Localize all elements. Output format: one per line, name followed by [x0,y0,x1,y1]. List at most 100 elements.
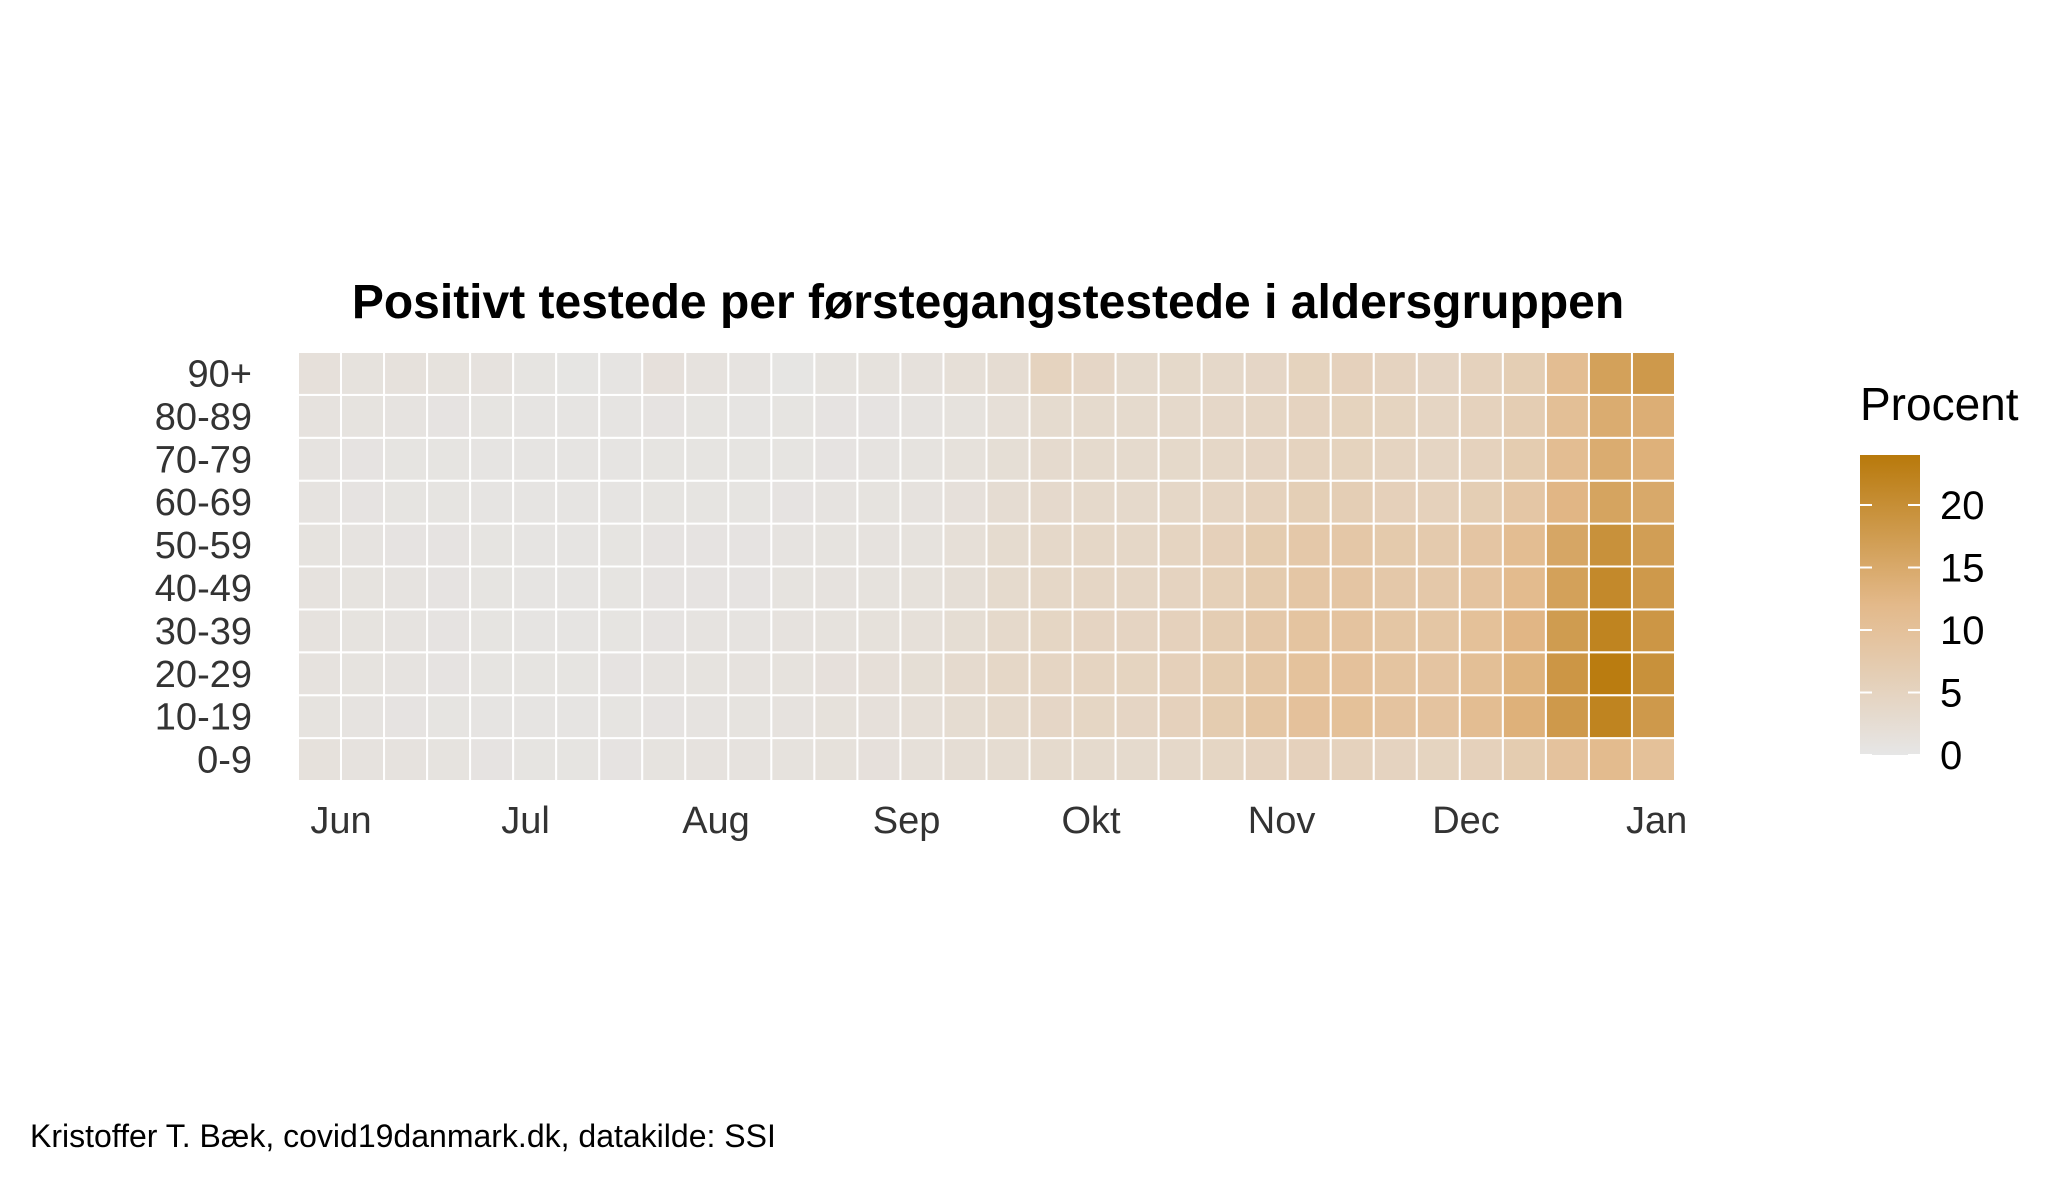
heatmap-cell [641,651,687,697]
heatmap-cell [1243,522,1289,568]
heatmap-cell [1415,737,1461,782]
heatmap-cell [856,479,902,525]
heatmap-cell [555,694,601,740]
heatmap-cell [1630,351,1676,396]
x-tick-label: Jun [310,800,371,842]
heatmap-cell [1071,436,1117,482]
legend-tick-label: 15 [1940,547,1985,591]
heatmap-cell [1114,436,1160,482]
heatmap-cell [1501,393,1547,439]
heatmap-cell [1286,351,1332,396]
heatmap-cell [1415,393,1461,439]
heatmap-cell [1028,351,1074,396]
heatmap-cell [469,436,515,482]
heatmap-cell [727,651,773,697]
heatmap-cell [555,651,601,697]
heatmap-cell [1028,608,1074,654]
heatmap-cell [899,479,945,525]
heatmap-cell [1114,522,1160,568]
y-tick-label: 50-59 [155,525,252,567]
heatmap-cell [813,522,859,568]
heatmap-cell [1372,737,1418,782]
heatmap-cell [985,565,1031,611]
heatmap-cell [770,436,816,482]
heatmap-cell [641,393,687,439]
heatmap-cell [1071,694,1117,740]
heatmap-cell [641,436,687,482]
heatmap-cell [1630,393,1676,439]
heatmap-cell [1501,694,1547,740]
heatmap-cell [1372,565,1418,611]
heatmap-cell [1286,651,1332,697]
heatmap-cell [555,393,601,439]
heatmap-cell [1630,565,1676,611]
heatmap-cell [512,694,558,740]
heatmap-cell [1458,651,1504,697]
heatmap-cell [297,694,343,740]
heatmap-cell [1286,694,1332,740]
heatmap-cell [340,651,386,697]
y-tick-label: 60-69 [155,482,252,524]
heatmap-cell [684,737,730,782]
heatmap-cell [1028,393,1074,439]
heatmap-cell [942,565,988,611]
heatmap-cell [555,565,601,611]
heatmap-cell [942,436,988,482]
heatmap-cell [1630,694,1676,740]
x-tick-label: Aug [682,800,750,842]
y-tick-label: 80-89 [155,396,252,438]
heatmap-cell [1501,351,1547,396]
heatmap-cell [1071,351,1117,396]
chart-title: Positivt testede per førstegangstestede … [352,276,1624,329]
heatmap-cell [340,565,386,611]
heatmap-cell [1587,565,1633,611]
heatmap-cell [1544,436,1590,482]
heatmap-cell [469,737,515,782]
heatmap-cell [727,608,773,654]
heatmap-cell [383,737,429,782]
y-tick-label: 20-29 [155,654,252,696]
heatmap-cell [1630,436,1676,482]
heatmap-cell [512,479,558,525]
heatmap-cell [1458,351,1504,396]
heatmap-cell [598,522,644,568]
heatmap-cell [1243,351,1289,396]
heatmap-cell [985,651,1031,697]
heatmap-cell [684,479,730,525]
heatmap-cell [856,737,902,782]
heatmap-cell [297,565,343,611]
x-tick-label: Jul [501,800,550,842]
heatmap-cell [383,694,429,740]
heatmap-cell [1372,651,1418,697]
heatmap-cell [1587,436,1633,482]
heatmap-cell [555,737,601,782]
heatmap-cell [856,651,902,697]
heatmap-cell [1587,651,1633,697]
heatmap-cell [899,436,945,482]
heatmap-cell [512,393,558,439]
heatmap-cell [1200,565,1246,611]
heatmap-cell [1501,479,1547,525]
heatmap-cell [1200,737,1246,782]
heatmap-cell [1544,393,1590,439]
heatmap-cell [1200,651,1246,697]
heatmap-cell [899,651,945,697]
heatmap-cell [297,737,343,782]
heatmap-cell [426,393,472,439]
heatmap-cell [727,479,773,525]
heatmap-cell [1157,393,1203,439]
heatmap-cell [985,522,1031,568]
heatmap-cell [1630,479,1676,525]
heatmap-cell [383,393,429,439]
y-tick-label: 30-39 [155,611,252,653]
heatmap-cell [1157,436,1203,482]
heatmap-cell [899,393,945,439]
heatmap-cell [770,351,816,396]
heatmap-cell [813,565,859,611]
heatmap-cell [1329,694,1375,740]
heatmap-cell [985,608,1031,654]
heatmap-cell [942,351,988,396]
heatmap-cell [1028,479,1074,525]
heatmap-cell [856,522,902,568]
heatmap-cell [1329,651,1375,697]
